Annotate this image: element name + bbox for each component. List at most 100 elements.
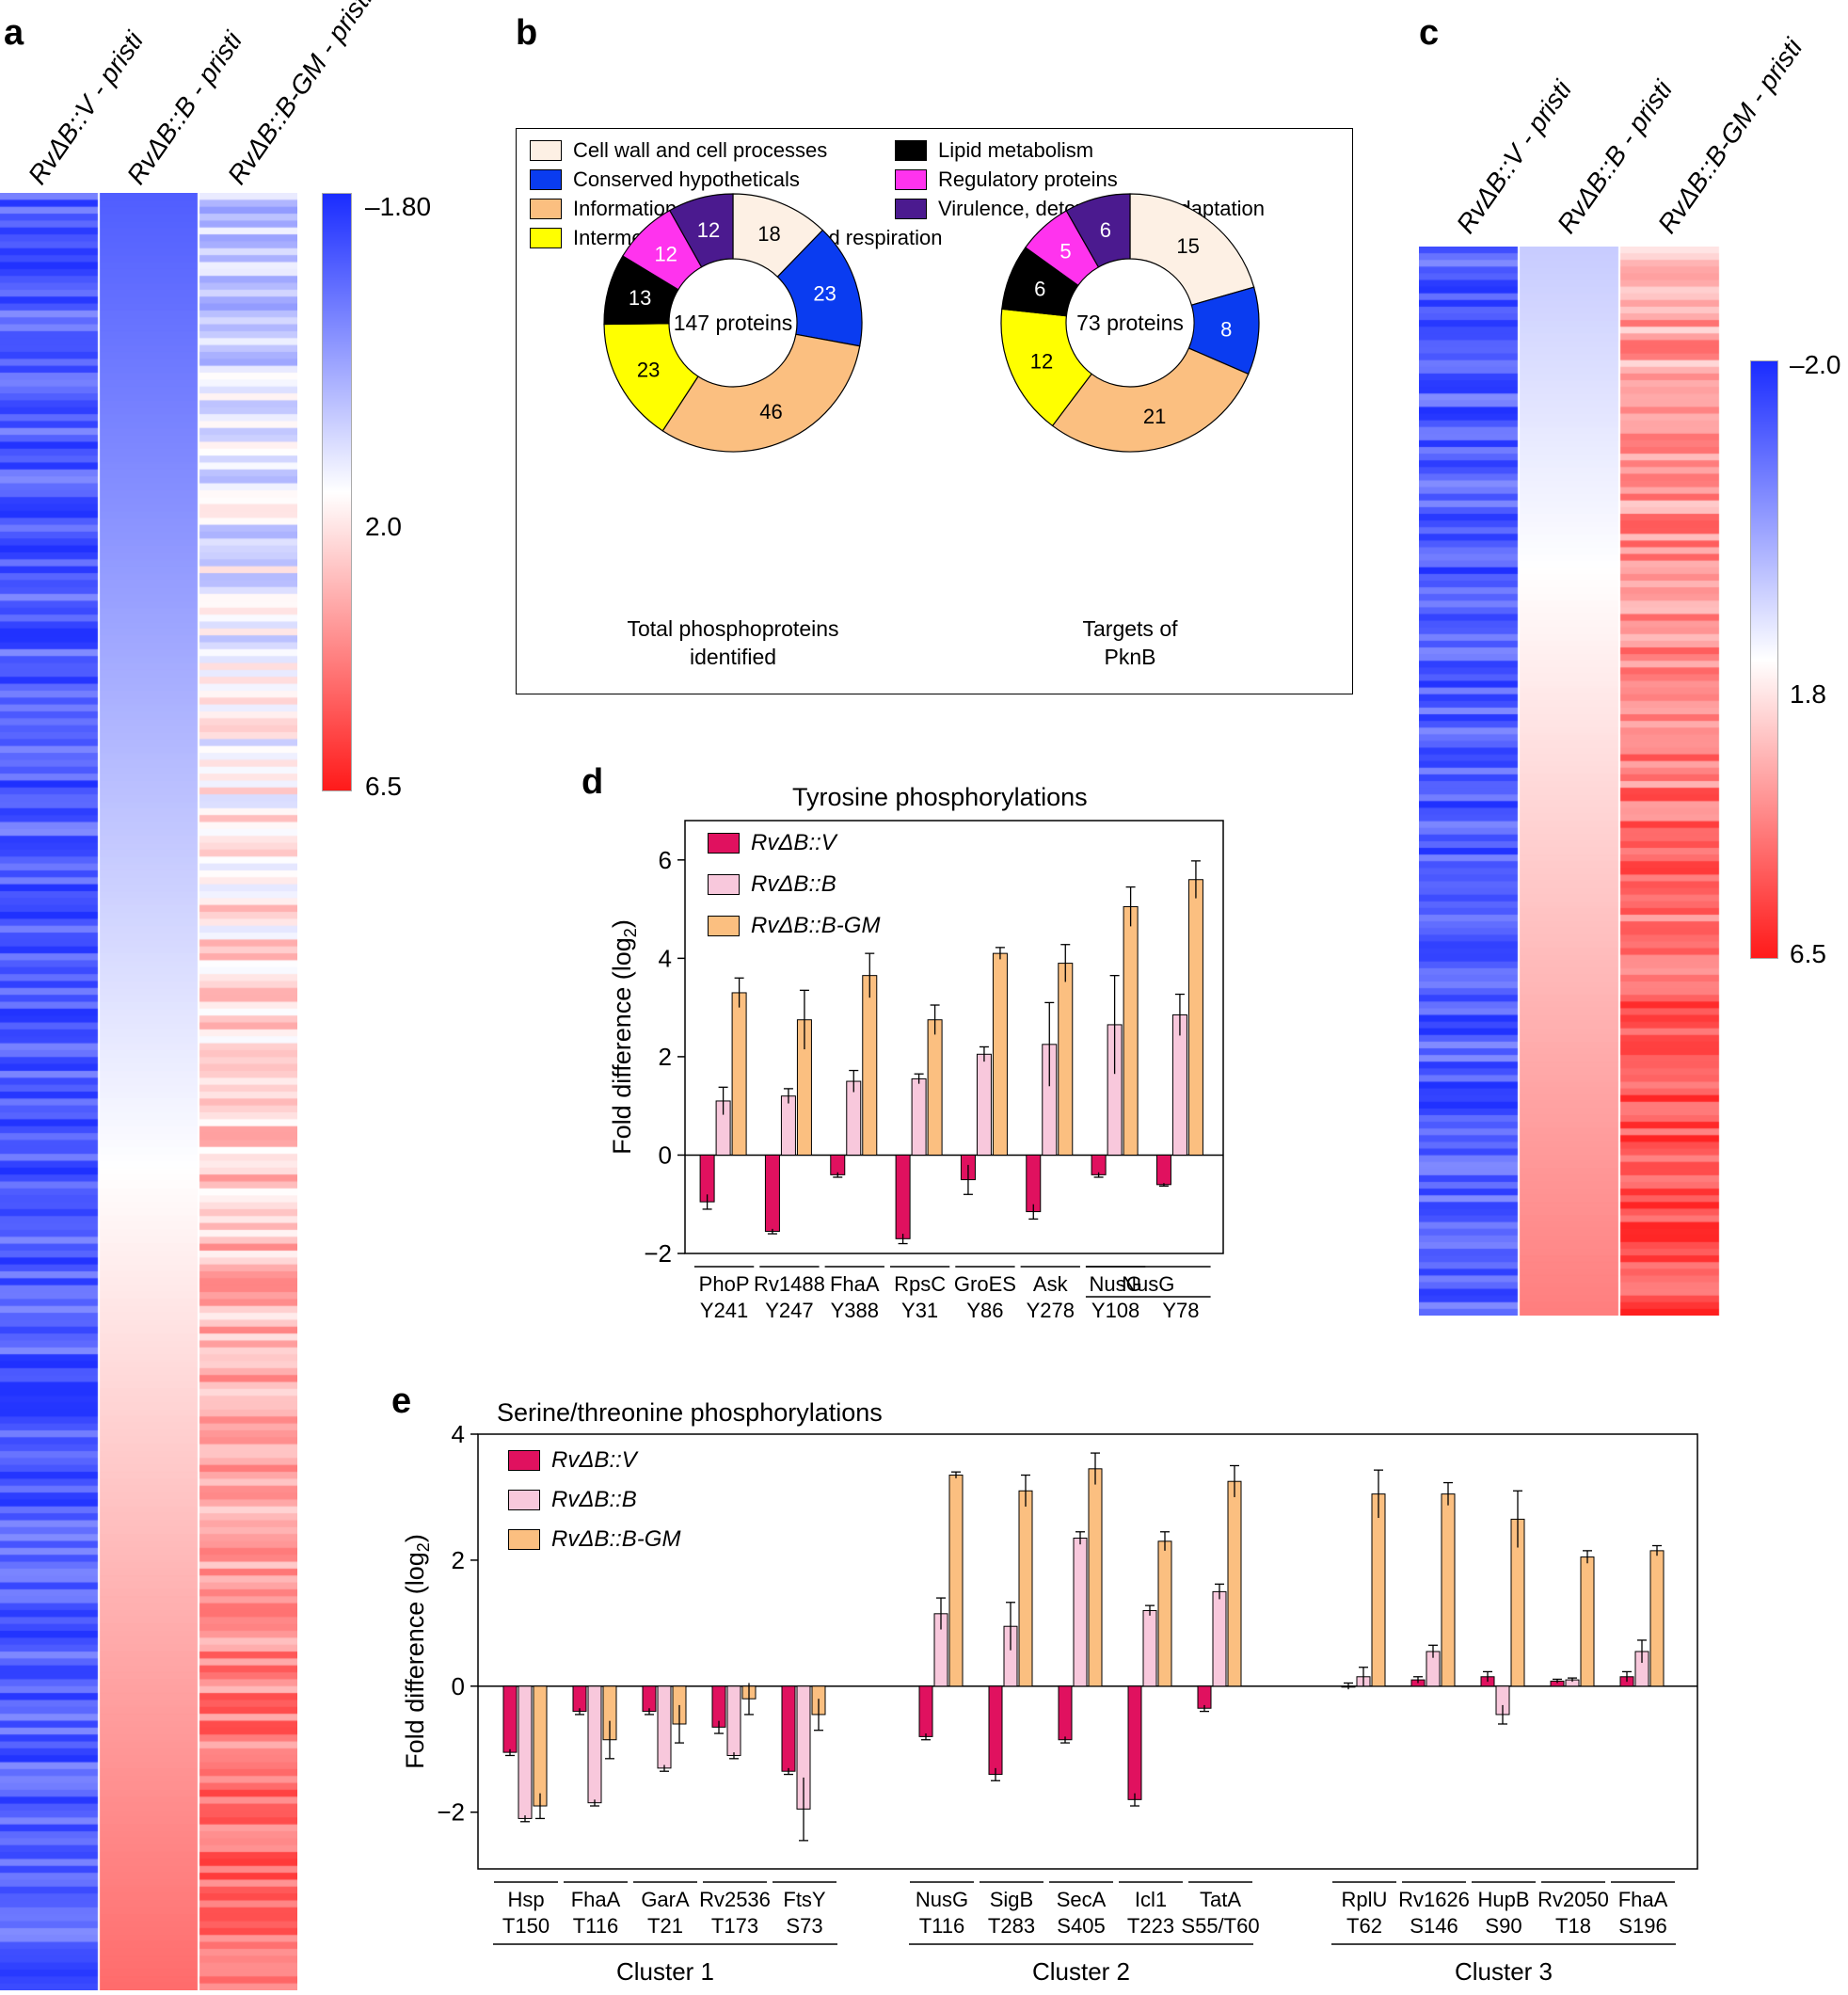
chart-d-bar-2-s2 — [862, 975, 878, 1156]
heatmap-c-scale-max: 6.5 — [1790, 939, 1826, 968]
chart-e-cat-site-10: T62 — [1346, 1914, 1382, 1938]
chart-d-bar-3-s2 — [927, 1019, 943, 1156]
heatmap-c-scale-mid: 1.8 — [1790, 679, 1826, 709]
legend-label-cell-wall: Cell wall and cell processes — [573, 138, 828, 162]
legend-swatch-cell-wall — [530, 140, 562, 161]
chart-e-bar-1-s0 — [572, 1685, 587, 1713]
legend-swatch-intermediary — [530, 228, 562, 248]
chart-d-cat-site-1: Y247 — [765, 1299, 813, 1317]
chart-d-cat-protein-5: Ask — [1033, 1272, 1069, 1296]
chart-d-bar-6-s2 — [1123, 905, 1139, 1156]
donut-2-center: 73 proteins — [1076, 311, 1184, 335]
panel-label-d: d — [581, 762, 604, 802]
chart-d-bar-2-s1 — [846, 1080, 862, 1156]
donut-2-label-lipid: 6 — [1034, 277, 1045, 300]
heatmap-a — [0, 193, 297, 1990]
chart-e-legend-label-rvBGM: RvΔB::B-GM — [551, 1526, 681, 1552]
chart-e-bar-13-s2 — [1580, 1556, 1595, 1687]
chart-e-cat-site-8: T223 — [1127, 1914, 1174, 1938]
chart-d-bar-1-s1 — [780, 1095, 796, 1156]
chart-e-bar-6-s0 — [988, 1685, 1003, 1776]
donut-1-slice-virulence — [668, 193, 734, 268]
chart-e-cat-protein-8: Icl1 — [1135, 1888, 1167, 1911]
panel-label-e: e — [391, 1381, 412, 1421]
heatmap-a-cells — [0, 193, 297, 1990]
chart-d-ytick-label-0: −2 — [644, 1239, 672, 1268]
donut-2-label-cell_wall: 15 — [1176, 234, 1199, 258]
chart-d-cat-site-3: Y31 — [901, 1299, 938, 1317]
donut-1-label-info: 46 — [759, 400, 782, 423]
chart-e-bar-9-s1 — [1212, 1590, 1227, 1687]
donut-2-label-regulatory: 5 — [1059, 240, 1071, 263]
chart-e-cat-site-14: S196 — [1618, 1914, 1666, 1938]
chart-d-cat-protein-1: Rv1488 — [754, 1272, 825, 1296]
chart-e-bar-2-s0 — [642, 1685, 657, 1713]
chart-e-cat-site-2: T21 — [647, 1914, 683, 1938]
chart-e-bar-6-s2 — [1018, 1490, 1033, 1687]
legend-item-conserved: Conserved hypotheticals — [530, 168, 800, 192]
chart-e-bar-2-s1 — [657, 1685, 672, 1769]
legend-item-lipid: Lipid metabolism — [895, 138, 1093, 163]
chart-e-cat-site-3: T173 — [711, 1914, 758, 1938]
chart-e-cat-protein-0: Hsp — [507, 1888, 544, 1911]
chart-e-cat-site-9: S55/T60 — [1181, 1914, 1259, 1938]
chart-e-cat-site-5: T116 — [919, 1914, 965, 1938]
legend-swatch-virulence — [895, 199, 927, 219]
chart-d-legend-swatch-rvBGM — [708, 916, 740, 936]
chart-e-cat-protein-7: SecA — [1057, 1888, 1107, 1911]
heatmap-c-color-scale — [1750, 360, 1778, 959]
chart-e-legend-swatch-rvB — [508, 1490, 540, 1510]
chart-d-legend-label-rvB: RvΔB::B — [751, 871, 836, 897]
donut-1-caption-line-2: identified — [690, 645, 776, 669]
heatmap-a-scale-min: –1.80 — [365, 192, 432, 221]
chart-d-ytick-label-4: 6 — [659, 846, 672, 874]
chart-d-bar-5-s0 — [1026, 1154, 1042, 1213]
donut-1-label-cell_wall: 18 — [757, 222, 780, 246]
chart-e-cat-protein-13: Rv2050 — [1537, 1888, 1609, 1911]
chart-d-cat-protein-4: GroES — [954, 1272, 1016, 1296]
chart-e-cluster-3-label: Cluster 3 — [1455, 1957, 1553, 1986]
chart-e-cat-protein-4: FtsY — [783, 1888, 826, 1911]
chart-d-legend-label-rvV: RvΔB::V — [751, 830, 836, 855]
panel-label-a: a — [4, 13, 24, 53]
donut-panel-frame: Cell wall and cell processes Conserved h… — [516, 128, 1353, 694]
chart-e-bar-7-s1 — [1073, 1537, 1088, 1687]
donut-2-label-info: 21 — [1143, 405, 1166, 428]
chart-e-bar-8-s2 — [1157, 1540, 1172, 1687]
chart-e-bar-8-s1 — [1142, 1609, 1157, 1687]
chart-e-cat-protein-14: FhaA — [1618, 1888, 1668, 1911]
panel-label-b: b — [516, 13, 538, 53]
chart-e-bar-3-s1 — [726, 1685, 741, 1756]
chart-e-bar-0-s2 — [533, 1685, 548, 1807]
legend-swatch-regulatory — [895, 169, 927, 190]
chart-d-cat-site-7: Y78 — [1162, 1299, 1199, 1317]
chart-e-bar-5-s0 — [918, 1685, 933, 1737]
heatmap-a-scale-max: 6.5 — [365, 772, 402, 801]
chart-d-legend-rvBGM: RvΔB::B-GM — [708, 913, 880, 939]
chart-e-cat-protein-10: RplU — [1342, 1888, 1388, 1911]
legend-item-cell-wall: Cell wall and cell processes — [530, 138, 827, 163]
chart-e-legend-rvV: RvΔB::V — [508, 1447, 637, 1474]
chart-d-ylabel: Fold difference (log2) — [608, 919, 640, 1155]
chart-e-cat-site-11: S146 — [1410, 1914, 1458, 1938]
chart-d-bar-1-s0 — [764, 1154, 780, 1232]
chart-e-cat-site-0: T150 — [502, 1914, 550, 1938]
chart-d-ytick-label-2: 2 — [659, 1043, 672, 1071]
chart-e: −2 0 2 4 Fold difference (log2) Hsp T150 FhaA T1… — [401, 1421, 1698, 1986]
chart-d-legend-swatch-rvB — [708, 874, 740, 895]
chart-e-ytick-label-1: 0 — [452, 1672, 465, 1700]
chart-d-legend-swatch-rvV — [708, 833, 740, 854]
panel-label-c: c — [1419, 13, 1440, 53]
donut-1-caption-line-1: Total phosphoproteins — [627, 616, 838, 641]
legend-swatch-info — [530, 199, 562, 219]
chart-d-bar-4-s2 — [992, 952, 1008, 1156]
chart-e-bar-5-s2 — [948, 1475, 964, 1687]
heatmap-c-cells — [1419, 247, 1720, 1316]
legend-swatch-conserved — [530, 169, 562, 190]
heatmap-c-column-3-header: RvΔB::B-GM - pristi — [1651, 33, 1808, 239]
chart-e-bar-11-s2 — [1441, 1493, 1456, 1687]
chart-d-legend-rvB: RvΔB::B — [708, 871, 836, 898]
chart-e-bar-0-s0 — [502, 1685, 518, 1753]
chart-d-cat-protein-3: RpsC — [894, 1272, 946, 1296]
